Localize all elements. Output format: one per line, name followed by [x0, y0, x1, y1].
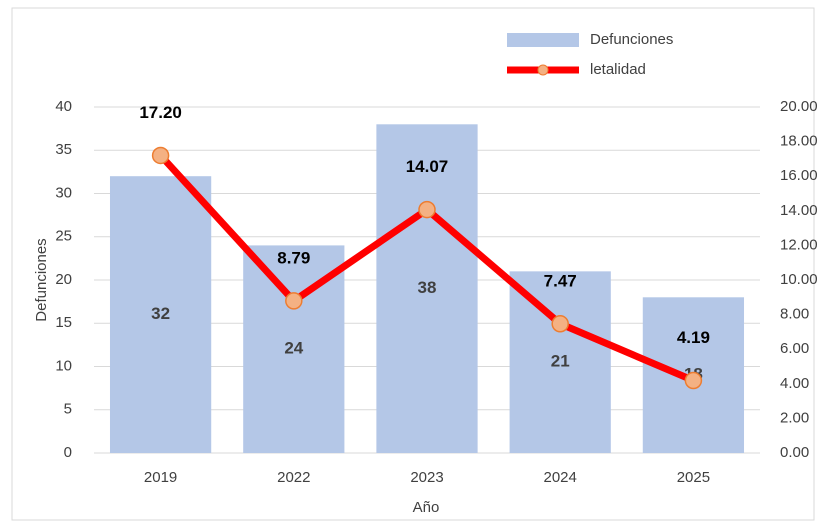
line-value-label: 7.47	[544, 271, 577, 290]
y2-tick-label: 16.00	[780, 167, 818, 184]
bar-value-label: 21	[551, 352, 570, 371]
bar	[509, 271, 611, 453]
bar-value-label: 24	[284, 339, 303, 358]
y-axis-label: Defunciones	[33, 238, 50, 321]
legend-label: Defunciones	[590, 31, 673, 48]
y2-tick-label: 12.00	[780, 236, 818, 253]
line-value-label: 17.20	[139, 103, 182, 122]
y-tick-label: 0	[64, 444, 72, 461]
x-tick-label: 2019	[144, 469, 177, 486]
x-tick-label: 2025	[677, 469, 710, 486]
y-tick-label: 25	[55, 228, 72, 245]
line-marker	[418, 200, 436, 219]
bar-value-label: 32	[151, 304, 170, 323]
y-tick-label: 35	[55, 141, 72, 158]
y-tick-label: 40	[55, 98, 72, 115]
y2-tick-label: 8.00	[780, 306, 809, 323]
x-tick-label: 2023	[410, 469, 443, 486]
line-marker	[684, 371, 703, 390]
x-tick-label: 2024	[544, 469, 577, 486]
y2-tick-label: 20.00	[780, 98, 818, 115]
line-marker	[551, 315, 569, 333]
y2-tick-label: 14.00	[780, 202, 818, 219]
line-marker	[285, 292, 303, 310]
bar	[109, 176, 212, 453]
line-marker	[151, 146, 170, 165]
line-value-label: 4.19	[677, 328, 710, 347]
legend-marker	[537, 64, 549, 76]
y2-tick-label: 18.00	[780, 133, 818, 150]
legend-label: letalidad	[590, 61, 646, 78]
y-tick-label: 30	[55, 184, 72, 201]
legend-swatch	[507, 33, 579, 47]
y-tick-label: 20	[55, 271, 72, 288]
y2-tick-label: 6.00	[780, 340, 809, 357]
y2-tick-label: 4.00	[780, 375, 809, 392]
y2-tick-label: 10.00	[780, 271, 818, 288]
line-value-label: 8.79	[277, 248, 310, 267]
y2-tick-label: 2.00	[780, 409, 809, 426]
y-tick-label: 10	[55, 357, 72, 374]
bar	[376, 124, 478, 454]
x-axis-label: Año	[413, 499, 440, 516]
line-value-label: 14.07	[406, 157, 449, 176]
y2-tick-label: 0.00	[780, 444, 809, 461]
y-tick-label: 5	[64, 401, 72, 418]
x-tick-label: 2022	[277, 469, 310, 486]
y-tick-label: 15	[55, 314, 72, 331]
bar-value-label: 38	[418, 278, 437, 297]
